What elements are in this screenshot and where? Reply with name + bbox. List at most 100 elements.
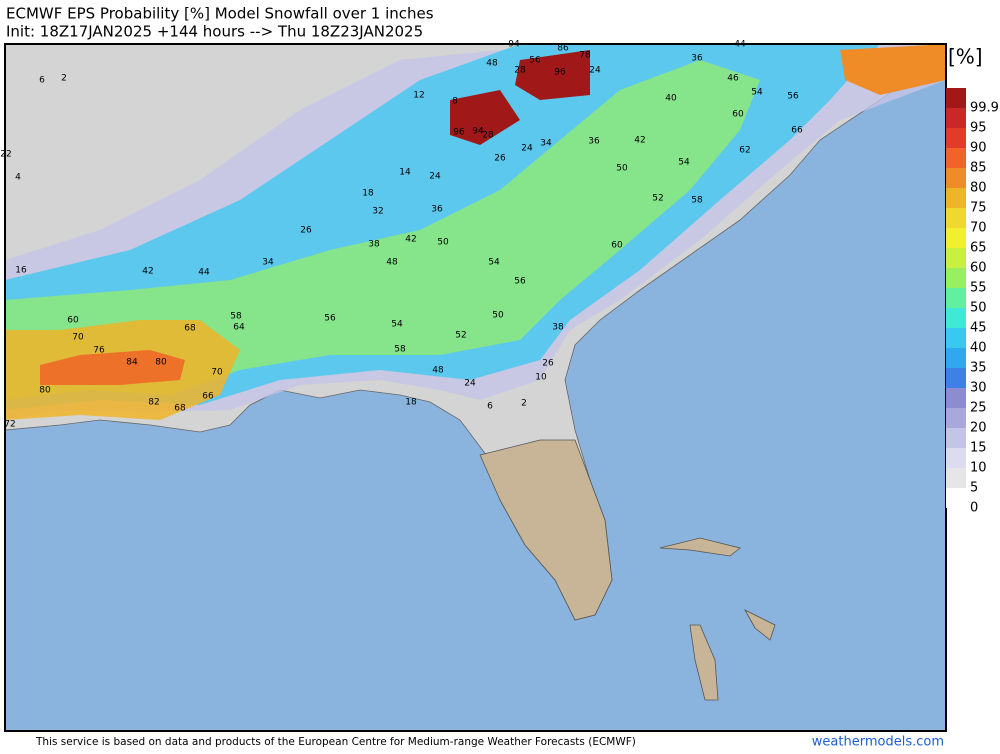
map-label: 24 xyxy=(521,144,533,154)
footer-site[interactable]: weathermodels.com xyxy=(812,735,944,750)
map-label: 56 xyxy=(324,314,336,324)
legend-swatch xyxy=(946,248,966,268)
map-label: 44 xyxy=(734,40,746,50)
map-label: 48 xyxy=(386,258,398,268)
map-label: 52 xyxy=(455,331,466,341)
map-label: 96 xyxy=(554,68,566,78)
map-label: 50 xyxy=(492,311,504,321)
legend-label: 80 xyxy=(970,181,987,196)
legend-swatch xyxy=(946,408,966,428)
map-label: 38 xyxy=(368,240,380,250)
map-label: 70 xyxy=(72,333,84,343)
map-label: 66 xyxy=(791,126,803,136)
legend-label: 95 xyxy=(970,121,987,136)
subtitle: Init: 18Z17JAN2025 +144 hours --> Thu 18… xyxy=(6,23,423,41)
map-label: 48 xyxy=(432,366,444,376)
legend-label: 40 xyxy=(970,341,987,356)
map-label: 54 xyxy=(678,158,690,168)
map-label: 60 xyxy=(611,241,623,251)
legend-label: 85 xyxy=(970,161,987,176)
legend-unit: [%] xyxy=(948,45,983,69)
map-label: 70 xyxy=(211,368,223,378)
legend-swatch xyxy=(946,268,966,288)
map-label: 46 xyxy=(727,74,739,84)
map-label: 22 xyxy=(0,150,11,160)
islands xyxy=(659,537,776,701)
legend-swatch xyxy=(946,168,966,188)
map-label: 86 xyxy=(557,44,569,54)
prob-band-80-offshore xyxy=(840,44,946,95)
map-label: 68 xyxy=(174,404,186,414)
prob-band-95 xyxy=(450,50,590,145)
map-label: 76 xyxy=(93,346,105,356)
map-label: 6 xyxy=(487,402,493,412)
map-label: 32 xyxy=(372,207,383,217)
legend-label: 25 xyxy=(970,401,987,416)
map-label: 18 xyxy=(405,398,417,408)
map xyxy=(4,43,947,732)
map-label: 10 xyxy=(535,373,547,383)
legend-swatch xyxy=(946,348,966,368)
map-label: 56 xyxy=(514,277,526,287)
map-label: 36 xyxy=(588,137,600,147)
legend-swatch xyxy=(946,288,966,308)
map-label: 4 xyxy=(15,173,21,183)
legend-label: 50 xyxy=(970,301,987,316)
map-label: 2 xyxy=(61,74,67,84)
map-label: 66 xyxy=(202,392,214,402)
legend-label: 70 xyxy=(970,221,987,236)
legend-swatch xyxy=(946,208,966,228)
map-label: 78 xyxy=(579,51,591,61)
legend-label: 60 xyxy=(970,261,987,276)
florida xyxy=(479,439,613,621)
legend-swatch xyxy=(946,128,966,148)
map-label: 54 xyxy=(391,320,403,330)
map-label: 28 xyxy=(482,131,494,141)
map-label: 34 xyxy=(540,139,552,149)
map-label: 80 xyxy=(39,386,51,396)
prob-band-55 xyxy=(5,60,760,400)
map-label: 84 xyxy=(126,358,138,368)
legend-swatch xyxy=(946,368,966,388)
map-label: 42 xyxy=(142,267,153,277)
map-label: 54 xyxy=(488,258,500,268)
legend-swatch xyxy=(946,108,966,128)
map-label: 42 xyxy=(405,235,416,245)
map-label: 56 xyxy=(787,92,799,102)
footer-credit: This service is based on data and produc… xyxy=(35,736,636,748)
map-label: 94 xyxy=(472,127,484,137)
map-label: 38 xyxy=(552,323,564,333)
map-label: 18 xyxy=(362,189,374,199)
legend-label: 65 xyxy=(970,241,987,256)
map-label: 14 xyxy=(399,168,411,178)
legend: 99.9959085807570656055504540353025201510… xyxy=(946,88,999,516)
map-label: 52 xyxy=(652,194,663,204)
map-label: 48 xyxy=(486,59,498,69)
map-label: 62 xyxy=(739,146,750,156)
map-label: 16 xyxy=(15,266,27,276)
legend-swatch xyxy=(946,228,966,248)
legend-label: 0 xyxy=(970,501,978,516)
map-label: 24 xyxy=(429,172,441,182)
legend-swatch xyxy=(946,308,966,328)
legend-swatch xyxy=(946,428,966,448)
map-label: 42 xyxy=(634,136,645,146)
legend-swatch xyxy=(946,148,966,168)
map-label: 60 xyxy=(732,110,744,120)
map-label: 12 xyxy=(413,91,424,101)
map-label: 26 xyxy=(542,359,554,369)
legend-label: 55 xyxy=(970,281,987,296)
legend-label: 20 xyxy=(970,421,987,436)
map-label: 80 xyxy=(155,358,167,368)
map-label: 34 xyxy=(262,258,274,268)
map-label: 40 xyxy=(665,94,677,104)
map-label: 8 xyxy=(452,97,458,107)
legend-label: 30 xyxy=(970,381,987,396)
map-label: 54 xyxy=(751,88,763,98)
map-label: 94 xyxy=(508,40,520,50)
map-label: 60 xyxy=(67,316,79,326)
legend-label: 45 xyxy=(970,321,987,336)
map-label: 68 xyxy=(184,324,196,334)
map-label: 26 xyxy=(300,226,312,236)
